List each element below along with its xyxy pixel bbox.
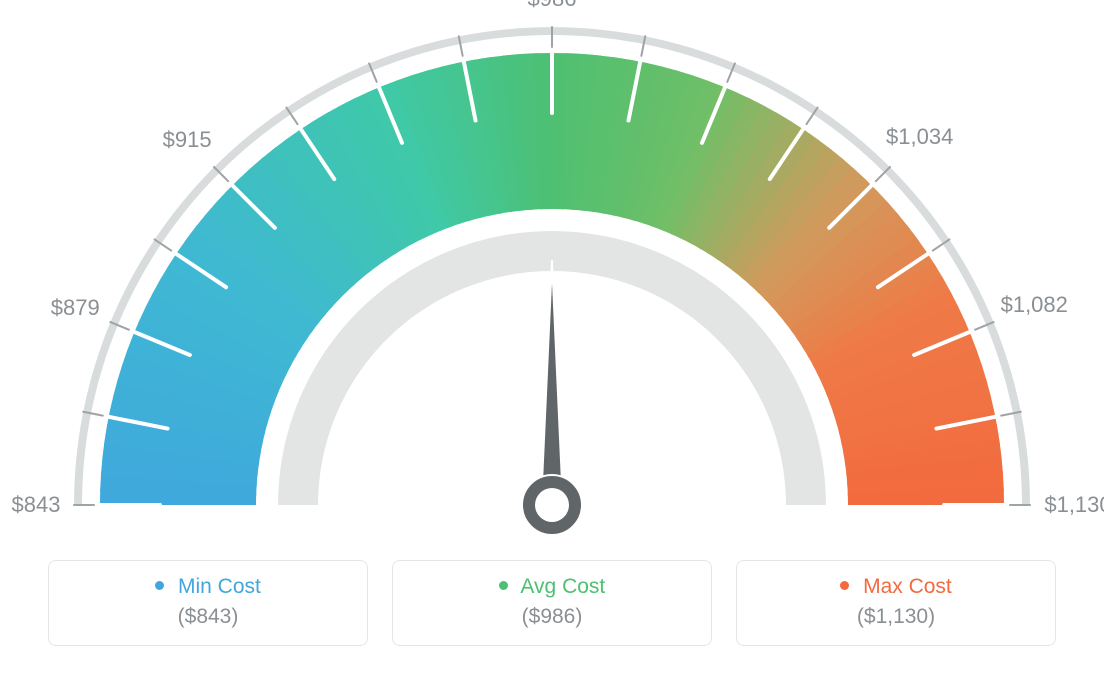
legend-title-text: Avg Cost [520,575,605,598]
legend-value-min: ($843) [49,605,367,629]
legend-card-max: Max Cost ($1,130) [736,560,1056,646]
gauge-svg [0,0,1104,560]
legend-value-max: ($1,130) [737,605,1055,629]
gauge-chart: $843 $879 $915 $986 $1,034 $1,082 $1,130 [0,0,1104,560]
dot-icon [840,581,849,590]
legend-title-min: Min Cost [49,575,367,599]
legend-title-text: Min Cost [178,575,261,598]
legend-title-avg: Avg Cost [393,575,711,599]
gauge-tick-label: $915 [163,127,212,153]
legend-card-min: Min Cost ($843) [48,560,368,646]
legend-title-max: Max Cost [737,575,1055,599]
gauge-tick-label: $843 [12,492,61,518]
legend-value-avg: ($986) [393,605,711,629]
dot-icon [499,581,508,590]
legend-card-avg: Avg Cost ($986) [392,560,712,646]
legend-title-text: Max Cost [863,575,952,598]
gauge-tick-label: $1,082 [1001,292,1068,318]
legend-row: Min Cost ($843) Avg Cost ($986) Max Cost… [0,560,1104,646]
dot-icon [155,581,164,590]
gauge-tick-label: $1,130 [1044,492,1104,518]
gauge-tick-label: $879 [51,295,100,321]
gauge-tick-label: $1,034 [886,124,953,150]
gauge-tick-label: $986 [528,0,577,12]
